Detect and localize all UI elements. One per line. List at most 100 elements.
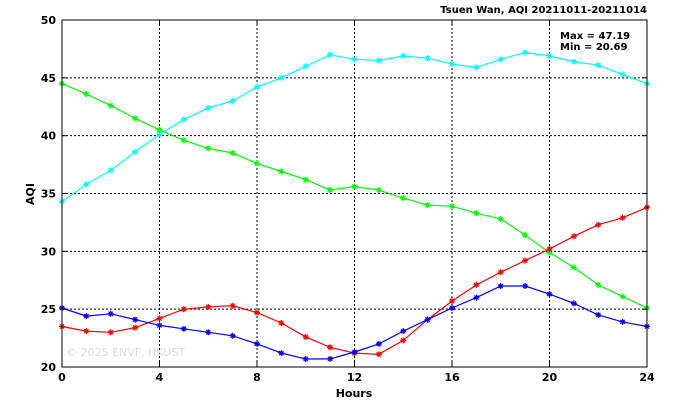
series-layer (59, 49, 650, 363)
data-point (132, 148, 139, 155)
data-point (156, 315, 163, 322)
data-point (595, 221, 602, 228)
y-tick-label: 30 (41, 245, 57, 258)
data-point (570, 300, 577, 307)
data-point (522, 49, 529, 56)
data-point (449, 298, 455, 305)
data-point (132, 324, 139, 331)
data-point (375, 351, 382, 358)
data-point (351, 348, 358, 355)
data-point (156, 322, 163, 329)
data-point (132, 316, 139, 323)
y-tick-label: 25 (41, 303, 56, 316)
axis-ticks: 0 4 8 12 16 20 24 20 25 30 35 40 45 50 (41, 14, 655, 384)
data-point (229, 332, 236, 339)
data-point (546, 249, 553, 256)
data-point (156, 126, 163, 133)
data-point (570, 233, 577, 240)
data-point (619, 214, 626, 221)
data-point (254, 160, 260, 167)
data-point (473, 64, 480, 71)
data-point (497, 269, 504, 276)
chart-title: Tsuen Wan, AQI 20211011-20211014 (440, 5, 647, 16)
data-point (327, 355, 334, 362)
data-point (449, 203, 455, 210)
data-point (107, 102, 114, 109)
data-point (205, 303, 212, 310)
x-tick-label: 4 (156, 371, 164, 384)
data-point (229, 302, 236, 309)
y-axis-label: AQI (24, 183, 37, 205)
y-tick-label: 35 (41, 188, 56, 201)
data-point (107, 329, 114, 336)
data-point (375, 57, 382, 64)
data-point (254, 309, 260, 316)
data-point (278, 350, 285, 357)
data-point (205, 145, 212, 152)
data-point (180, 325, 187, 332)
data-point (278, 74, 285, 81)
y-tick-label: 50 (41, 14, 57, 27)
x-axis-label: Hours (336, 387, 373, 400)
data-point (132, 115, 139, 122)
data-point (546, 246, 553, 253)
data-point (83, 181, 90, 188)
data-point (83, 91, 90, 98)
data-point (595, 281, 602, 288)
data-point (302, 63, 309, 70)
data-point (205, 104, 212, 111)
data-point (351, 183, 358, 190)
data-point (375, 340, 382, 347)
data-point (473, 210, 480, 217)
x-tick-label: 0 (58, 371, 66, 384)
x-tick-label: 20 (542, 371, 558, 384)
data-point (400, 52, 407, 59)
data-point (619, 318, 626, 325)
data-point (619, 71, 626, 78)
data-point (570, 264, 577, 271)
data-point (497, 56, 504, 63)
x-tick-label: 16 (444, 371, 460, 384)
data-point (546, 52, 553, 59)
data-point (180, 137, 187, 144)
data-point (302, 356, 309, 363)
data-point (278, 168, 285, 175)
data-point (522, 283, 529, 290)
data-point (327, 51, 334, 58)
data-point (570, 58, 577, 65)
data-point (180, 306, 187, 313)
y-tick-label: 20 (41, 361, 57, 374)
data-point (522, 257, 529, 264)
data-point (302, 176, 309, 183)
data-point (229, 97, 236, 104)
data-point (400, 195, 407, 202)
data-point (205, 329, 212, 336)
series-line (61, 51, 648, 203)
data-point (546, 291, 553, 298)
data-point (107, 167, 114, 174)
series-1 (59, 49, 650, 205)
data-point (180, 116, 187, 123)
data-point (254, 340, 260, 347)
y-tick-label: 45 (41, 72, 56, 85)
data-point (473, 281, 480, 288)
data-point (400, 328, 407, 335)
data-point (497, 215, 504, 222)
min-label: Min = 20.69 (560, 42, 628, 53)
data-point (302, 333, 309, 340)
data-point (473, 294, 480, 301)
watermark: © 2025 ENVF, HKUST (66, 346, 185, 359)
x-tick-label: 24 (639, 371, 655, 384)
data-point (595, 62, 602, 69)
data-point (254, 84, 260, 91)
data-point (229, 150, 236, 157)
data-point (449, 60, 455, 67)
data-point (424, 202, 431, 209)
grid-lines (62, 20, 647, 367)
data-point (107, 310, 114, 317)
x-tick-label: 12 (347, 371, 362, 384)
data-point (424, 316, 431, 323)
data-point (400, 337, 407, 344)
series-4 (59, 283, 650, 363)
